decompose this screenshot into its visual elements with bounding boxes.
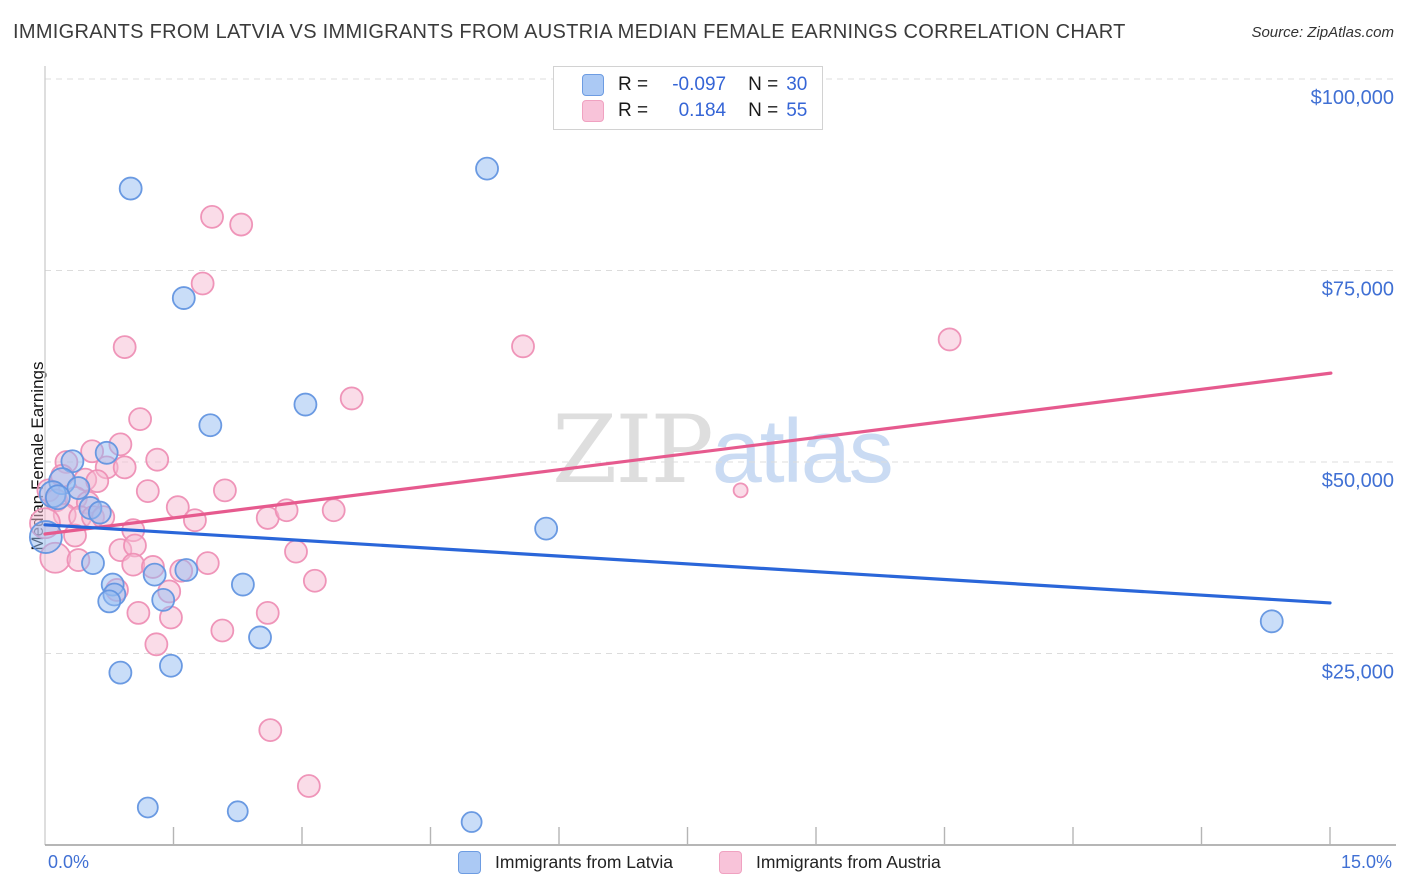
series-legend: Immigrants from Latvia Immigrants from A… bbox=[458, 851, 941, 874]
latvia-point[interactable] bbox=[118, 176, 143, 201]
latvia-point[interactable] bbox=[159, 653, 183, 678]
latvia-point[interactable] bbox=[97, 589, 122, 614]
austria-point[interactable] bbox=[212, 478, 237, 503]
austria-point[interactable] bbox=[144, 632, 169, 657]
y-tick-label: $50,000 bbox=[1322, 470, 1394, 492]
austria-point[interactable] bbox=[183, 508, 207, 533]
austria-point[interactable] bbox=[258, 718, 283, 742]
austria-legend-swatch bbox=[718, 851, 742, 874]
austria-point[interactable] bbox=[121, 552, 146, 577]
latvia-point[interactable] bbox=[44, 484, 71, 511]
austria-point[interactable] bbox=[296, 774, 321, 798]
correlation-stats-box: R = -0.097 N = 30 R = 0.184 N = 55 bbox=[553, 66, 823, 130]
n-value-austria: 55 bbox=[786, 100, 808, 121]
austria-point[interactable] bbox=[210, 618, 235, 643]
austria-point[interactable] bbox=[255, 601, 280, 625]
latvia-point[interactable] bbox=[475, 156, 499, 181]
austria-point[interactable] bbox=[126, 601, 151, 625]
y-tick-label: $100,000 bbox=[1311, 87, 1394, 109]
latvia-point[interactable] bbox=[293, 392, 318, 417]
y-tick-label: $75,000 bbox=[1322, 279, 1394, 301]
austria-trend-line bbox=[43, 371, 1333, 536]
n-label: N = bbox=[748, 74, 779, 95]
latvia-point[interactable] bbox=[81, 551, 105, 576]
austria-legend-label: Immigrants from Austria bbox=[755, 852, 941, 872]
austria-point[interactable] bbox=[937, 327, 962, 352]
austria-point[interactable] bbox=[302, 568, 327, 593]
austria-point[interactable] bbox=[321, 498, 346, 523]
austria-swatch bbox=[582, 100, 604, 122]
n-value-latvia: 30 bbox=[786, 74, 808, 95]
stats-row-latvia: R = -0.097 N = 30 bbox=[582, 74, 822, 96]
stats-row-austria: R = 0.184 N = 55 bbox=[582, 100, 822, 122]
watermark-zip-text: ZIP bbox=[552, 396, 714, 505]
r-value-austria: 0.184 bbox=[678, 100, 727, 121]
latvia-point[interactable] bbox=[460, 811, 483, 833]
n-label: N = bbox=[748, 100, 779, 121]
latvia-point[interactable] bbox=[226, 800, 249, 823]
page-title: IMMIGRANTS FROM LATVIA VS IMMIGRANTS FRO… bbox=[13, 21, 1126, 43]
austria-point[interactable] bbox=[732, 482, 749, 499]
latvia-point[interactable] bbox=[230, 572, 255, 597]
source-attribution: Source: ZipAtlas.com bbox=[1251, 24, 1394, 41]
austria-point[interactable] bbox=[229, 212, 254, 237]
austria-point[interactable] bbox=[511, 334, 535, 359]
austria-point[interactable] bbox=[284, 539, 308, 564]
austria-point[interactable] bbox=[135, 479, 160, 504]
latvia-point[interactable] bbox=[151, 587, 176, 612]
latvia-point[interactable] bbox=[66, 476, 91, 500]
latvia-point[interactable] bbox=[171, 286, 196, 310]
latvia-legend-swatch bbox=[458, 851, 481, 874]
latvia-point[interactable] bbox=[108, 660, 133, 685]
latvia-point[interactable] bbox=[142, 562, 167, 587]
latvia-point[interactable] bbox=[94, 440, 119, 465]
latvia-point[interactable] bbox=[174, 558, 199, 582]
latvia-legend-label: Immigrants from Latvia bbox=[495, 852, 673, 872]
latvia-point[interactable] bbox=[1259, 609, 1284, 634]
x-axis-max-label: 15.0% bbox=[1340, 852, 1392, 872]
latvia-point[interactable] bbox=[87, 500, 112, 525]
austria-point[interactable] bbox=[112, 335, 137, 360]
r-label: R = bbox=[618, 74, 649, 95]
austria-point[interactable] bbox=[128, 407, 152, 432]
latvia-point[interactable] bbox=[198, 413, 223, 438]
austria-point[interactable] bbox=[190, 271, 215, 296]
latvia-point[interactable] bbox=[28, 520, 63, 554]
latvia-swatch bbox=[582, 74, 604, 96]
austria-point[interactable] bbox=[145, 447, 170, 472]
latvia-point[interactable] bbox=[248, 625, 272, 650]
austria-point[interactable] bbox=[200, 204, 224, 229]
r-label: R = bbox=[618, 100, 649, 121]
zipatlas-watermark: ZIPatlas bbox=[552, 404, 894, 498]
austria-point[interactable] bbox=[195, 551, 220, 576]
latvia-point[interactable] bbox=[136, 796, 159, 819]
watermark-atlas-text: atlas bbox=[711, 402, 894, 502]
y-tick-label: $25,000 bbox=[1322, 662, 1394, 684]
latvia-trend-line bbox=[43, 523, 1332, 605]
x-axis-min-label: 0.0% bbox=[48, 852, 90, 872]
r-value-latvia: -0.097 bbox=[672, 74, 727, 95]
austria-point[interactable] bbox=[339, 386, 364, 411]
latvia-point[interactable] bbox=[534, 516, 559, 541]
austria-point[interactable] bbox=[112, 455, 137, 480]
